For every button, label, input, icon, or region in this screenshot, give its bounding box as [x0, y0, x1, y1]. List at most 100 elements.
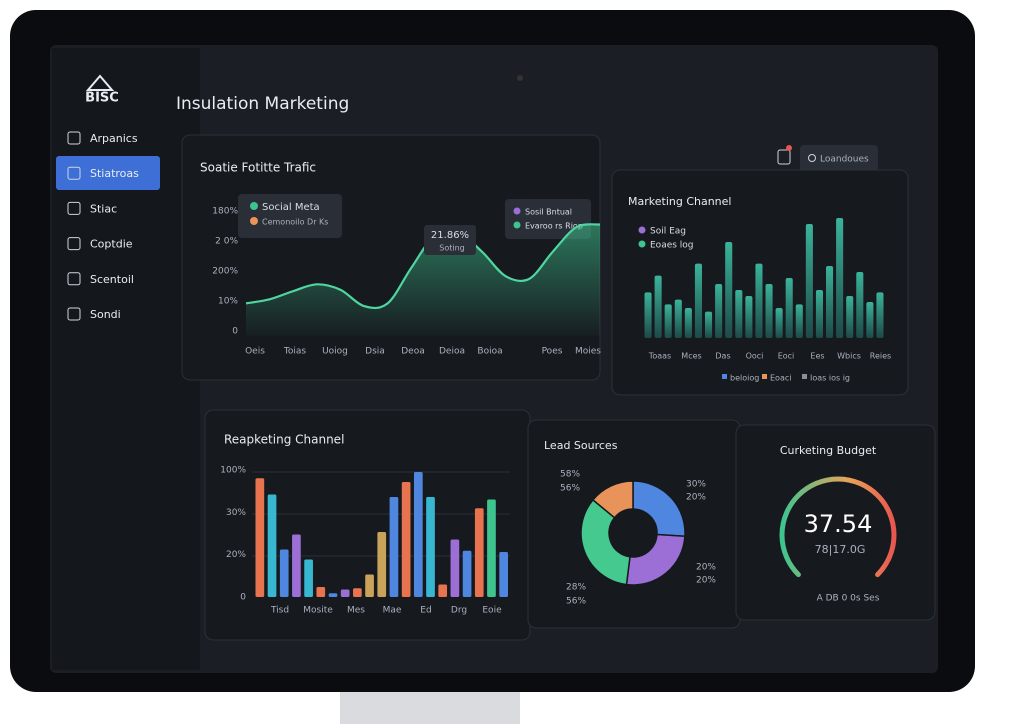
nav-item[interactable]: Stiac: [90, 202, 117, 215]
search-icon: [808, 154, 816, 162]
bar: [389, 497, 399, 597]
traffic-area: [246, 224, 600, 336]
bar: [438, 584, 448, 597]
x-tick-label: Mces: [681, 352, 701, 361]
slice-label: 58%: [560, 470, 580, 480]
bar: [846, 296, 854, 338]
bar: [735, 290, 743, 338]
bar: [755, 263, 763, 338]
nav-icon: [67, 131, 81, 145]
bar: [795, 304, 803, 338]
y-tick-label: 2 0%: [215, 237, 238, 247]
x-tick-label: Toaas: [648, 352, 671, 361]
slice-label: 20%: [696, 576, 716, 586]
x-tick-label: Deoa: [401, 347, 425, 357]
bar: [765, 284, 773, 338]
x-tick-label: Dsia: [365, 347, 385, 357]
panel-title: Curketing Budget: [780, 444, 877, 457]
nav-item[interactable]: Arpanics: [90, 132, 138, 145]
bar: [836, 218, 844, 338]
bar: [745, 296, 753, 338]
bell-icon[interactable]: [777, 149, 791, 165]
y-tick-label: 10%: [218, 297, 238, 307]
bar: [644, 292, 652, 338]
brand: BISC: [85, 91, 119, 106]
budget-value: 37.54: [804, 510, 873, 538]
x-tick-label: Ees: [810, 352, 824, 361]
legend-box: [505, 199, 591, 239]
panel-title: Reapketing Channel: [224, 433, 344, 447]
nav-icon: [67, 307, 81, 321]
bar: [328, 593, 338, 597]
legend-label: beloiog: [730, 374, 759, 383]
nav-item[interactable]: Sondi: [90, 308, 121, 321]
bar: [377, 532, 387, 597]
legend-dot: [513, 221, 521, 229]
bar: [255, 478, 265, 597]
panel-title: Lead Sources: [544, 439, 618, 452]
bar: [279, 549, 289, 597]
page-title: Insulation Marketing: [176, 94, 349, 114]
legend-swatch: [722, 374, 727, 379]
y-tick-label: 100%: [220, 466, 246, 476]
x-tick-label: Drg: [451, 606, 467, 616]
legend-dot: [638, 226, 646, 234]
slice-label: 30%: [686, 480, 706, 490]
search-text: Loandoues: [820, 155, 869, 165]
x-tick-label: Mes: [347, 606, 365, 616]
bar: [401, 482, 411, 597]
bar: [826, 266, 834, 338]
bar: [426, 497, 435, 597]
y-tick-label: 20%: [226, 550, 246, 560]
bar: [815, 290, 823, 338]
y-tick-label: 30%: [226, 508, 246, 518]
search-box[interactable]: [800, 145, 878, 173]
bar: [267, 494, 277, 597]
bar: [654, 275, 662, 338]
slice-label: 56%: [566, 597, 586, 607]
x-tick-label: Moies: [575, 347, 601, 357]
legend-label: Cemonoilo Dr Ks: [262, 218, 328, 227]
bar: [785, 278, 793, 338]
nav-icon: [67, 237, 81, 251]
nav-item[interactable]: Stiatroas: [90, 167, 139, 180]
nav-item[interactable]: Scentoil: [90, 273, 134, 286]
y-tick-label: 200%: [212, 267, 238, 277]
donut-slice: [632, 480, 686, 538]
y-tick-label: 180%: [212, 207, 238, 217]
x-tick-label: Ooci: [746, 352, 764, 361]
x-tick-label: Reies: [870, 352, 891, 361]
stand: [340, 690, 520, 724]
nav-item[interactable]: Coptdie: [90, 238, 133, 251]
x-tick-label: Toias: [283, 347, 306, 357]
bar: [725, 242, 733, 338]
legend-dot: [638, 240, 646, 248]
x-tick-label: Deioa: [439, 347, 465, 357]
bar: [292, 534, 301, 597]
logo: [85, 74, 115, 91]
bar: [353, 588, 362, 597]
legend-dot: [250, 202, 258, 210]
bar: [365, 574, 374, 597]
bar: [775, 308, 783, 338]
slice-label: 56%: [560, 484, 580, 494]
bar: [684, 308, 692, 338]
panel-title: Marketing Channel: [628, 195, 731, 208]
bar: [499, 552, 508, 597]
legend-label: Sosil Bntual: [525, 208, 572, 217]
legend-dot: [513, 207, 521, 215]
bar: [664, 304, 672, 338]
x-tick-label: Mosite: [303, 606, 333, 616]
x-tick-label: Oeis: [245, 347, 265, 357]
bar: [674, 299, 682, 338]
slice-label: 20%: [696, 563, 716, 573]
x-tick-label: Eoie: [482, 606, 502, 616]
legend-label: Eoaci: [770, 374, 791, 383]
nav-active: [56, 156, 160, 190]
legend-label: Evaroo rs Riop: [525, 222, 583, 231]
bar: [413, 472, 423, 597]
legend-label: Eoaes log: [650, 241, 694, 251]
nav-icon: [67, 201, 81, 215]
budget-sub: 78|17.0G: [815, 543, 866, 556]
bar: [866, 302, 874, 338]
